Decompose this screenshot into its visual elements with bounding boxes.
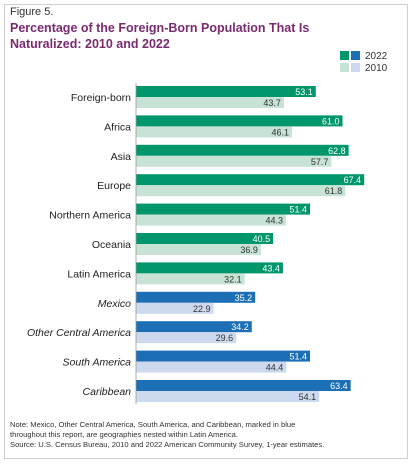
category-label-asia: Asia xyxy=(111,151,132,163)
data-label-caribbean-2022: 63.4 xyxy=(330,381,348,391)
bar-europe-2022 xyxy=(136,174,365,186)
category-label-mexico: Mexico xyxy=(98,298,131,310)
category-label-other-central-america: Other Central America xyxy=(27,327,131,339)
category-label-latin-america: Latin America xyxy=(67,268,131,280)
data-label-asia-2010: 57.7 xyxy=(311,157,329,167)
bar-latin-america-2010 xyxy=(136,273,245,285)
legend-swatch-blue-2022 xyxy=(351,51,360,60)
bar-europe-2010 xyxy=(136,185,346,197)
data-label-foreign-born-2022: 53.1 xyxy=(295,87,313,97)
category-label-foreign-born: Foreign-born xyxy=(71,92,131,104)
bar-foreign-born-2010 xyxy=(136,97,284,108)
bar-south-america-2010 xyxy=(136,361,287,373)
data-label-mexico-2022: 35.2 xyxy=(235,293,253,303)
data-label-northern-america-2022: 51.4 xyxy=(289,205,307,215)
data-label-africa-2010: 46.1 xyxy=(272,127,290,137)
source-text: Source: U.S. Census Bureau, 2010 and 202… xyxy=(10,440,325,449)
data-label-foreign-born-2010: 43.7 xyxy=(263,98,281,108)
category-label-caribbean: Caribbean xyxy=(83,386,132,398)
bar-mexico-2022 xyxy=(136,291,256,303)
note-text: Note: Mexico, Other Central America, Sou… xyxy=(10,420,296,429)
chart-notes: Note: Mexico, Other Central America, Sou… xyxy=(10,420,400,450)
bar-caribbean-2022 xyxy=(136,380,351,391)
category-label-africa: Africa xyxy=(104,121,131,133)
data-label-latin-america-2022: 43.4 xyxy=(262,263,280,273)
note-text-2: throughout this report, are geographies … xyxy=(10,430,238,439)
data-label-europe-2022: 67.4 xyxy=(344,175,362,185)
category-label-northern-america: Northern America xyxy=(49,210,131,222)
chart-title-line-1: Percentage of the Foreign-Born Populatio… xyxy=(10,21,310,35)
data-label-other-central-america-2022: 34.2 xyxy=(231,322,249,332)
legend-swatch-green-2010 xyxy=(340,63,349,72)
bar-northern-america-2022 xyxy=(136,203,311,215)
data-label-oceania-2010: 36.9 xyxy=(240,245,258,255)
legend-swatch-green-2022 xyxy=(340,51,349,60)
category-label-oceania: Oceania xyxy=(92,239,131,251)
bar-foreign-born-2022 xyxy=(136,86,316,97)
bar-asia-2022 xyxy=(136,144,349,156)
data-label-south-america-2022: 51.4 xyxy=(289,352,307,362)
bar-other-central-america-2022 xyxy=(136,321,252,333)
chart-title: Percentage of the Foreign-Born Populatio… xyxy=(10,20,330,52)
legend-swatch-blue-2010 xyxy=(351,63,360,72)
bar-northern-america-2010 xyxy=(136,214,286,226)
bar-oceania-2010 xyxy=(136,244,261,255)
bar-south-america-2022 xyxy=(136,350,311,362)
bar-mexico-2010 xyxy=(136,302,214,314)
data-label-africa-2022: 61.0 xyxy=(322,116,340,126)
bar-latin-america-2022 xyxy=(136,262,283,274)
chart-title-line-2: Naturalized: 2010 and 2022 xyxy=(10,37,170,51)
data-label-northern-america-2010: 44.3 xyxy=(265,216,283,226)
bar-oceania-2022 xyxy=(136,233,274,244)
figure-label: Figure 5. xyxy=(10,6,54,18)
data-label-europe-2010: 61.8 xyxy=(325,186,343,196)
data-label-other-central-america-2010: 29.6 xyxy=(216,333,234,343)
data-label-latin-america-2010: 32.1 xyxy=(224,274,242,284)
data-label-asia-2022: 62.8 xyxy=(328,146,346,156)
category-label-europe: Europe xyxy=(97,180,131,192)
bar-asia-2010 xyxy=(136,155,332,167)
bar-africa-2010 xyxy=(136,126,293,138)
bar-africa-2022 xyxy=(136,115,343,127)
data-label-mexico-2010: 22.9 xyxy=(193,304,211,314)
bar-caribbean-2010 xyxy=(136,391,320,402)
data-label-oceania-2022: 40.5 xyxy=(253,234,271,244)
category-label-south-america: South America xyxy=(63,357,132,369)
data-label-south-america-2010: 44.4 xyxy=(266,363,284,373)
data-label-caribbean-2010: 54.1 xyxy=(299,392,317,402)
legend-label-2010: 2010 xyxy=(365,63,388,74)
legend-label-2022: 2022 xyxy=(365,51,388,62)
bar-other-central-america-2010 xyxy=(136,332,237,344)
